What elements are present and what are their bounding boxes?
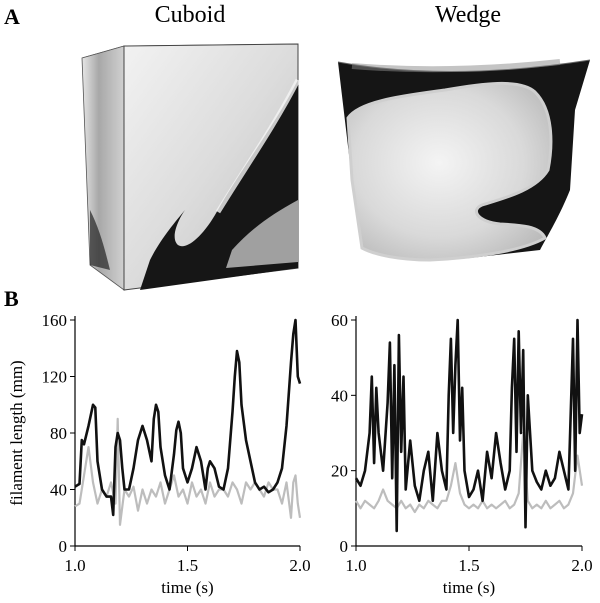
left-x-axis-label: time (s)	[161, 578, 213, 597]
right-x-tick-label: 1.0	[345, 556, 366, 575]
left-y-tick-label: 120	[42, 368, 68, 387]
cuboid-rendering	[81, 43, 301, 291]
left-y-tick-label: 160	[42, 311, 68, 330]
left-x-tick-label: 1.5	[177, 556, 198, 575]
right-y-tick-label: 0	[340, 537, 349, 556]
chart-left: 0 40 80 120 160 1.0 1.5 2.0 time (s) filament len…	[7, 311, 311, 597]
right-y-tick-label: 60	[331, 311, 348, 330]
right-x-axis-label: time (s)	[443, 578, 495, 597]
right-y-tick-label: 40	[331, 386, 348, 405]
wedge-rendering	[337, 59, 591, 262]
cuboid-title: Cuboid	[154, 2, 226, 28]
left-y-tick-label: 0	[59, 537, 68, 556]
left-y-axis-label: filament length (mm)	[7, 360, 26, 505]
left-y-tick-label: 80	[50, 424, 67, 443]
left-x-tick-label: 1.0	[64, 556, 85, 575]
chart-right: 0 20 40 60 1.0 1.5 2.0 time (s)	[331, 311, 593, 597]
right-series-black	[354, 318, 584, 533]
right-x-tick-label: 1.5	[458, 556, 479, 575]
panel-label-a: A	[4, 4, 20, 29]
right-y-tick-label: 20	[331, 462, 348, 481]
left-series-gray	[74, 417, 302, 526]
left-y-tick-label: 40	[50, 481, 67, 500]
panel-label-b: B	[4, 286, 19, 311]
left-x-tick-label: 2.0	[289, 556, 310, 575]
right-x-tick-label: 2.0	[571, 556, 592, 575]
right-series-gray	[355, 431, 584, 514]
left-series-black	[74, 318, 302, 517]
wedge-title: Wedge	[434, 2, 502, 28]
